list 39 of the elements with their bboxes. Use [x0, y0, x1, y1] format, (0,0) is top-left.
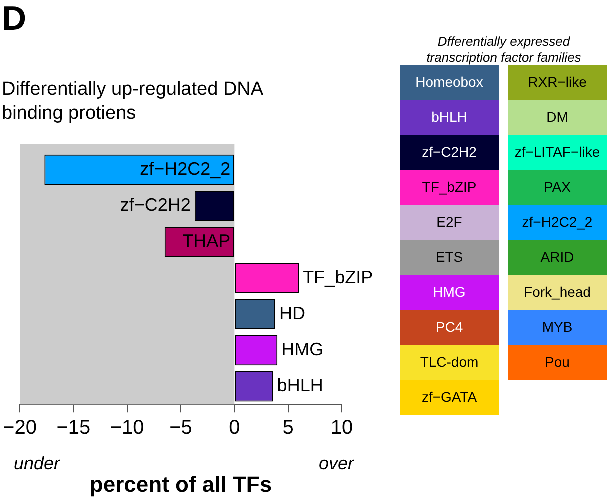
x-tick-label: −10 — [110, 417, 144, 440]
category-label: ETS — [400, 240, 499, 275]
category-label: TLC-dom — [400, 345, 499, 380]
category-label: HD — [279, 303, 306, 324]
category-label: zf−C2H2 — [400, 135, 499, 170]
category-label: DM — [508, 100, 607, 135]
category-label: HMG — [282, 339, 324, 360]
category-label: PAX — [508, 170, 607, 205]
text: under — [14, 454, 62, 474]
category-label: zf−C2H2 — [120, 195, 191, 216]
text: over — [318, 454, 356, 474]
text: Dfferentially expressed transcription factor families — [426, 34, 582, 66]
category-label: zf−LITAF−like — [508, 135, 607, 170]
x-tick-label: −20 — [3, 417, 37, 440]
category-label: Pou — [508, 345, 607, 380]
category-label: RXR−like — [508, 65, 607, 100]
x-axis-title: percent of all TFs — [90, 472, 272, 497]
x-tick-label: 5 — [282, 417, 294, 440]
category-label: Fork_head — [508, 275, 607, 310]
category-label: PC4 — [400, 310, 499, 345]
category-label: TF_bZIP — [400, 170, 499, 205]
category-label: Homeobox — [400, 65, 499, 100]
category-label: bHLH — [400, 100, 499, 135]
category-label: TF_bZIP — [303, 267, 374, 288]
category-label: E2F — [400, 205, 499, 240]
chart-title: Differentially up-regulated DNA binding protiens — [2, 78, 264, 126]
text: D — [2, 0, 27, 39]
category-label: zf−H2C2_2 — [140, 159, 231, 180]
category-label: zf−GATA — [400, 380, 499, 415]
x-tick-label: 0 — [229, 417, 240, 440]
category-label: HMG — [400, 275, 499, 310]
category-label: THAP — [182, 231, 231, 252]
category-label: bHLH — [277, 376, 324, 396]
category-label: ARID — [508, 240, 607, 275]
x-tick-label: 10 — [330, 417, 354, 440]
category-label: MYB — [508, 310, 607, 345]
category-label: zf−H2C2_2 — [508, 205, 607, 240]
x-tick-label: −15 — [56, 417, 91, 440]
x-tick-label: −5 — [170, 417, 192, 440]
